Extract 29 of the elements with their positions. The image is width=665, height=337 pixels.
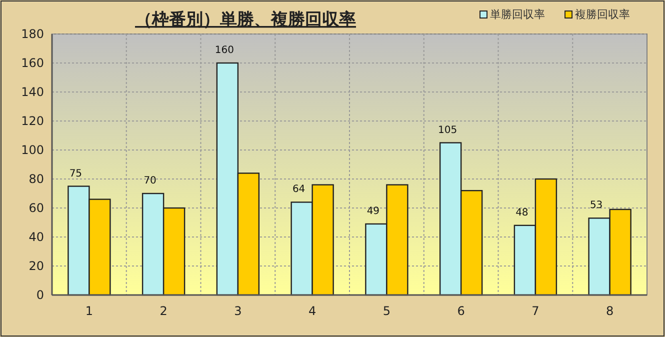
data-label: 105 [438,124,458,136]
y-tick-label: 20 [28,259,44,273]
legend-label: 複勝回収率 [575,8,630,21]
y-tick-label: 80 [28,172,44,186]
x-tick-label: 5 [382,304,391,318]
x-tick-label: 6 [457,304,465,318]
y-tick-label: 180 [21,27,44,41]
data-label: 70 [144,176,156,186]
data-label: 75 [69,168,82,180]
data-label: 64 [292,184,306,196]
y-tick-label: 140 [21,85,44,99]
data-label: 49 [366,206,380,217]
y-tick-label: 60 [28,201,44,215]
y-tick-label: 100 [21,143,44,157]
x-tick-label: 1 [85,304,94,318]
x-tick-label: 7 [532,304,540,318]
y-tick-label: 120 [21,114,44,128]
y-tick-label: 40 [28,230,44,244]
data-label: 160 [214,45,234,56]
chart-title: （枠番別）単勝、複勝回収率 [135,10,356,30]
legend-label: 単勝回収率 [490,8,545,21]
y-tick-label: 0 [36,288,44,302]
x-tick-label: 8 [606,304,614,318]
y-tick-label: 160 [21,56,44,70]
x-tick-label: 2 [160,304,168,318]
data-label: 53 [590,200,603,212]
x-tick-label: 3 [234,304,242,318]
data-label: 48 [516,207,528,218]
x-tick-label: 4 [308,304,316,318]
